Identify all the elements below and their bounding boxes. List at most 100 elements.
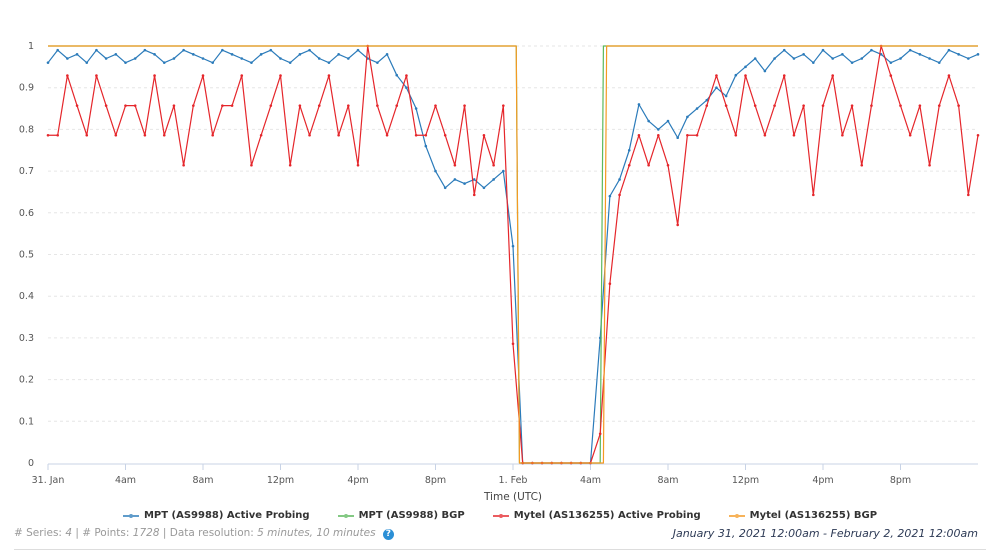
y-tick-label: 0.7	[19, 166, 34, 177]
data-point-mpt-as9988-active-probing	[763, 69, 767, 73]
data-point-mytel-as136255-active-probing	[763, 133, 767, 137]
help-icon[interactable]: ?	[382, 529, 394, 540]
data-point-mytel-as136255-active-probing	[46, 133, 50, 137]
data-point-mpt-as9988-active-probing	[192, 53, 195, 56]
data-point-mytel-as136255-active-probing	[85, 133, 89, 137]
y-tick-label: 0.2	[19, 375, 34, 386]
data-point-mytel-as136255-active-probing	[317, 104, 321, 107]
data-point-mpt-as9988-active-probing	[172, 57, 176, 60]
data-point-mytel-as136255-active-probing	[976, 133, 980, 137]
data-point-mpt-as9988-active-probing	[298, 53, 302, 56]
data-point-mpt-as9988-active-probing	[211, 61, 214, 64]
data-point-mytel-as136255-active-probing	[443, 133, 447, 137]
data-point-mytel-as136255-active-probing	[657, 133, 660, 137]
legend-swatch-icon	[492, 513, 509, 518]
data-point-mpt-as9988-active-probing	[928, 57, 931, 60]
data-point-mpt-as9988-active-probing	[967, 57, 970, 60]
x-tick-label: 8pm	[890, 475, 911, 486]
series-layer	[46, 44, 980, 465]
data-point-mpt-as9988-active-probing	[899, 57, 902, 60]
legend-label: Mytel (AS136255) Active Probing	[513, 510, 701, 521]
data-point-mytel-as136255-active-probing	[240, 74, 244, 77]
data-point-mytel-as136255-active-probing	[201, 74, 205, 77]
x-axis: 31. Jan 4am 8am 12pm 4pm 8pm 1. Feb 4am 8am 12pm 4…	[32, 463, 978, 486]
data-point-mytel-as136255-active-probing	[453, 163, 457, 167]
data-point-mytel-as136255-active-probing	[463, 104, 466, 107]
data-point-mpt-as9988-active-probing	[782, 48, 786, 52]
data-point-mytel-as136255-active-probing	[182, 163, 185, 167]
x-tick-label: 4am	[580, 475, 601, 486]
data-point-mpt-as9988-active-probing	[647, 119, 650, 123]
x-tick-label: 8am	[192, 475, 213, 486]
data-point-mytel-as136255-active-probing	[773, 104, 776, 107]
grid	[48, 45, 978, 422]
legend-swatch-icon	[337, 513, 354, 518]
legend-item[interactable]: Mytel (AS136255) BGP	[728, 510, 877, 521]
data-point-mytel-as136255-active-probing	[715, 74, 718, 77]
data-point-mytel-as136255-active-probing	[705, 104, 709, 107]
data-point-mytel-as136255-active-probing	[385, 133, 389, 137]
data-point-mpt-as9988-active-probing	[153, 53, 156, 56]
data-point-mpt-as9988-active-probing	[269, 48, 273, 52]
x-tick-label: 4am	[115, 475, 136, 486]
data-point-mytel-as136255-active-probing	[841, 133, 844, 137]
data-point-mytel-as136255-active-probing	[647, 163, 650, 167]
data-point-mytel-as136255-active-probing	[192, 104, 195, 107]
data-point-mpt-as9988-active-probing	[715, 86, 718, 89]
data-point-mpt-as9988-active-probing	[114, 53, 118, 56]
points-label: | # Points:	[75, 527, 130, 539]
data-point-mpt-as9988-active-probing	[472, 178, 476, 181]
data-point-mpt-as9988-active-probing	[347, 57, 350, 60]
data-point-mpt-as9988-active-probing	[802, 53, 805, 56]
data-point-mpt-as9988-active-probing	[240, 57, 244, 60]
y-tick-label: 0.8	[19, 124, 34, 135]
x-tick-label: 4pm	[812, 475, 833, 486]
data-point-mytel-as136255-active-probing	[298, 104, 302, 107]
data-point-mytel-as136255-active-probing	[472, 193, 476, 197]
data-point-mpt-as9988-active-probing	[279, 57, 282, 60]
legend-item[interactable]: Mytel (AS136255) Active Probing	[492, 510, 701, 521]
data-point-mytel-as136255-active-probing	[376, 104, 379, 107]
data-point-mytel-as136255-active-probing	[114, 133, 118, 137]
data-point-mytel-as136255-active-probing	[337, 133, 340, 137]
data-point-mytel-as136255-active-probing	[279, 74, 282, 77]
data-point-mytel-as136255-active-probing	[928, 163, 931, 167]
data-point-mytel-as136255-active-probing	[75, 104, 79, 107]
data-point-mpt-as9988-active-probing	[918, 53, 922, 56]
data-point-mpt-as9988-active-probing	[734, 73, 738, 77]
data-point-mpt-as9988-active-probing	[133, 57, 137, 60]
data-point-mytel-as136255-active-probing	[347, 104, 350, 107]
data-point-mytel-as136255-active-probing	[850, 104, 854, 107]
data-point-mytel-as136255-active-probing	[957, 104, 960, 107]
data-point-mpt-as9988-active-probing	[201, 57, 205, 60]
data-point-mpt-as9988-active-probing	[821, 48, 825, 52]
data-point-mpt-as9988-active-probing	[812, 61, 815, 64]
data-point-mytel-as136255-active-probing	[133, 104, 137, 107]
points-count: 1728	[132, 527, 160, 539]
data-point-mytel-as136255-active-probing	[831, 74, 834, 77]
x-tick-label: 4pm	[347, 475, 368, 486]
x-axis-title: Time (UTC)	[483, 491, 542, 503]
legend-label: MPT (AS9988) BGP	[358, 510, 465, 521]
y-tick-label: 0.1	[19, 416, 34, 427]
data-point-mytel-as136255-active-probing	[511, 342, 515, 346]
data-point-mpt-as9988-active-probing	[56, 48, 59, 52]
data-point-mpt-as9988-active-probing	[337, 53, 340, 56]
data-point-mytel-as136255-active-probing	[782, 74, 786, 77]
data-point-mpt-as9988-active-probing	[957, 53, 960, 56]
data-point-mpt-as9988-active-probing	[162, 61, 166, 64]
data-point-mytel-as136255-active-probing	[899, 104, 902, 107]
data-point-mytel-as136255-active-probing	[259, 133, 263, 137]
data-point-mpt-as9988-active-probing	[657, 128, 660, 131]
legend-item[interactable]: MPT (AS9988) BGP	[337, 510, 465, 521]
data-point-mytel-as136255-active-probing	[502, 104, 505, 107]
data-point-mytel-as136255-active-probing	[482, 133, 486, 137]
data-point-mpt-as9988-active-probing	[947, 48, 951, 52]
legend-item[interactable]: MPT (AS9988) Active Probing	[122, 510, 310, 521]
series-count: 4	[65, 527, 72, 539]
resolution-label: | Data resolution:	[162, 527, 254, 539]
data-point-mytel-as136255-active-probing	[95, 74, 98, 77]
data-point-mytel-as136255-active-probing	[637, 133, 641, 137]
data-point-mpt-as9988-active-probing	[608, 194, 612, 198]
data-point-mpt-as9988-active-probing	[434, 169, 437, 173]
